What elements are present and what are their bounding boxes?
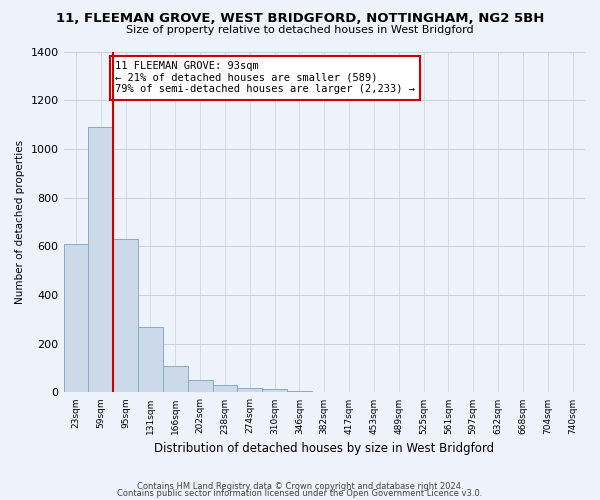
Bar [188, 380, 212, 392]
Bar [163, 366, 188, 392]
Bar [138, 326, 163, 392]
Bar [287, 391, 312, 392]
Bar [113, 239, 138, 392]
Text: Contains public sector information licensed under the Open Government Licence v3: Contains public sector information licen… [118, 490, 482, 498]
Text: Contains HM Land Registry data © Crown copyright and database right 2024.: Contains HM Land Registry data © Crown c… [137, 482, 463, 491]
Text: Size of property relative to detached houses in West Bridgford: Size of property relative to detached ho… [126, 25, 474, 35]
X-axis label: Distribution of detached houses by size in West Bridgford: Distribution of detached houses by size … [154, 442, 494, 455]
Bar [88, 127, 113, 392]
Bar [238, 388, 262, 392]
Bar [64, 244, 88, 392]
Text: 11, FLEEMAN GROVE, WEST BRIDGFORD, NOTTINGHAM, NG2 5BH: 11, FLEEMAN GROVE, WEST BRIDGFORD, NOTTI… [56, 12, 544, 26]
Bar [262, 389, 287, 392]
Y-axis label: Number of detached properties: Number of detached properties [15, 140, 25, 304]
Bar [212, 385, 238, 392]
Text: 11 FLEEMAN GROVE: 93sqm
← 21% of detached houses are smaller (589)
79% of semi-d: 11 FLEEMAN GROVE: 93sqm ← 21% of detache… [115, 61, 415, 94]
